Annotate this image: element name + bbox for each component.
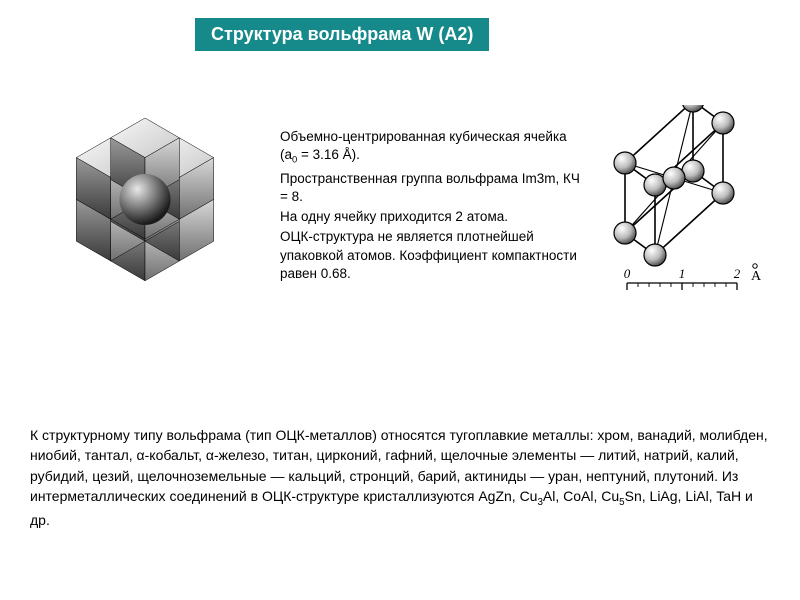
svg-text:0: 0	[624, 266, 631, 281]
title-text: Структура вольфрама W (A2)	[211, 24, 473, 44]
desc-line-2: Пространственная группа вольфрама Im3m, …	[280, 170, 580, 206]
cubes-illustration	[45, 110, 245, 310]
body-paragraph: К структурному типу вольфрама (тип ОЦК-м…	[30, 425, 770, 530]
desc-line-1: Объемно-центрированная кубическая ячейка…	[280, 128, 580, 168]
svg-text:1: 1	[679, 266, 686, 281]
description-block: Объемно-центрированная кубическая ячейка…	[280, 128, 580, 285]
svg-text:A: A	[751, 269, 762, 284]
svg-text:2: 2	[734, 266, 741, 281]
desc-line-3: На одну ячейку приходится 2 атома.	[280, 208, 580, 226]
page-title: Структура вольфрама W (A2)	[195, 18, 489, 51]
desc-line-4: ОЦК-структура не является плотнейшей упа…	[280, 228, 580, 283]
bcc-unit-cell-diagram: 0 1 2A	[585, 105, 770, 310]
